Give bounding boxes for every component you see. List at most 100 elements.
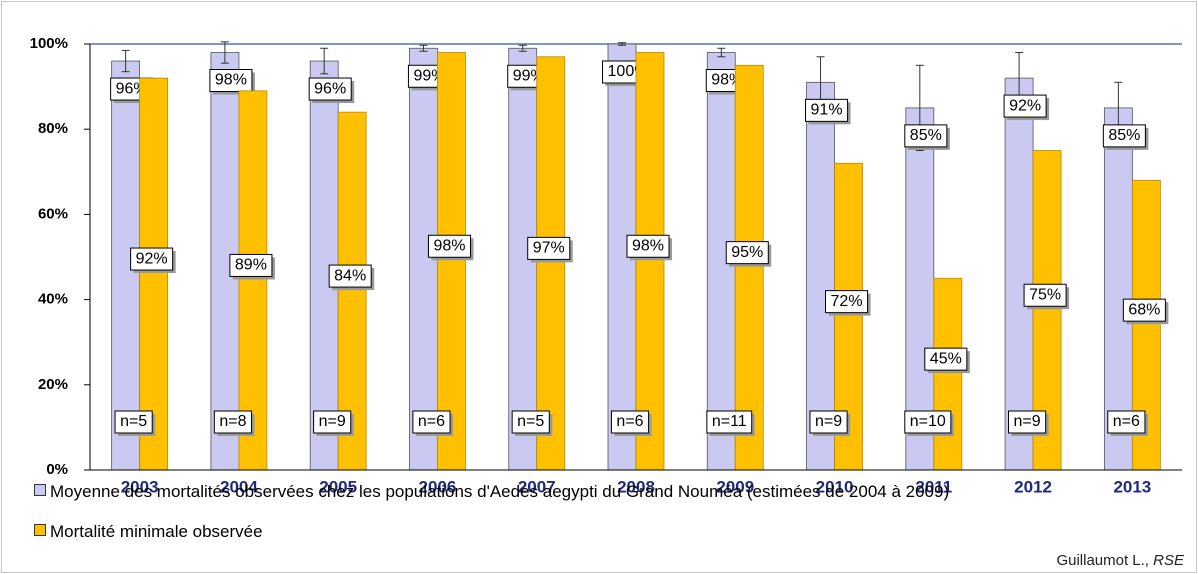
- value-label-box: [1102, 124, 1146, 148]
- value-label-box: [328, 264, 372, 288]
- legend-label: Moyenne des mortalités observées chez le…: [50, 482, 950, 501]
- sample-size-label-box: [511, 410, 550, 434]
- value-label-group: 45%: [924, 347, 970, 374]
- value-label: 98%: [433, 237, 465, 254]
- x-tick-label: 2012: [1014, 477, 1052, 496]
- legend-swatch: [34, 484, 46, 496]
- value-label-box: [1003, 94, 1047, 118]
- sample-size-label-box: [412, 410, 451, 434]
- value-label: 84%: [334, 267, 366, 284]
- value-label: 91%: [811, 102, 843, 119]
- sample-size-label-group: n=8: [213, 410, 255, 436]
- value-label-box: [308, 77, 352, 101]
- value-label: 89%: [235, 257, 267, 274]
- source-org: RSE: [1153, 552, 1184, 569]
- bar: [734, 64, 764, 471]
- y-tick-label: 20%: [38, 376, 68, 393]
- y-tick-label: 0%: [46, 461, 68, 478]
- x-tick-label: 2004: [220, 477, 258, 496]
- x-tick-label: 2003: [121, 477, 159, 496]
- sample-size-label-box: [904, 410, 952, 434]
- value-label-group: 92%: [1003, 94, 1050, 121]
- value-label-box: [130, 247, 174, 271]
- sample-size-label: n=11: [712, 413, 747, 430]
- sample-size-label-box: [213, 410, 252, 434]
- value-label: 98%: [632, 237, 664, 254]
- legend-swatch: [34, 524, 46, 536]
- x-tick-label: 2011: [915, 477, 952, 496]
- legend-label: Mortalité minimale observée: [50, 522, 263, 541]
- sample-size-label-box: [114, 410, 153, 434]
- value-label-group: 98%: [427, 234, 474, 261]
- value-label-group: 85%: [1102, 124, 1149, 150]
- y-tick-label: 100%: [30, 35, 68, 52]
- value-label: 85%: [910, 127, 942, 144]
- value-label: 85%: [1108, 127, 1140, 144]
- value-label-box: [229, 253, 273, 277]
- value-label-group: 97%: [527, 236, 573, 263]
- value-label-box: [427, 234, 471, 258]
- x-tick-label: 2008: [617, 477, 655, 496]
- sample-size-label-box: [1008, 410, 1047, 434]
- value-label-box: [1023, 283, 1067, 307]
- sample-size-label-group: n=5: [114, 410, 156, 436]
- x-tick-label: 2009: [716, 477, 754, 496]
- value-label-group: 91%: [805, 98, 851, 125]
- sample-size-label: n=6: [616, 413, 643, 430]
- bar: [1103, 107, 1133, 471]
- value-label-group: 95%: [725, 241, 772, 267]
- legend-item: Moyenne des mortalités observées chez le…: [34, 482, 1184, 501]
- sample-size-label-group: n=9: [1008, 410, 1049, 436]
- sample-size-label: n=5: [517, 413, 544, 430]
- bar: [1004, 77, 1034, 471]
- sample-size-label-group: n=5: [511, 410, 553, 436]
- value-label: 68%: [1128, 301, 1160, 318]
- value-label-box: [626, 234, 670, 258]
- x-tick-label: 2007: [518, 477, 556, 496]
- value-label: 92%: [1009, 97, 1041, 114]
- bar: [437, 52, 466, 471]
- value-label-group: 89%: [229, 253, 275, 280]
- sample-size-label-box: [706, 410, 753, 434]
- x-tick-label: 2005: [319, 477, 357, 496]
- value-label-box: [527, 236, 571, 260]
- value-label: 97%: [533, 240, 565, 257]
- sample-size-label-box: [809, 410, 848, 434]
- sample-size-label: n=9: [1014, 413, 1041, 430]
- source: Guillaumot L., RSE: [1056, 552, 1184, 569]
- sample-size-label-box: [313, 410, 352, 434]
- sample-size-label-group: n=6: [1107, 410, 1148, 436]
- sample-size-label-group: n=9: [809, 410, 851, 436]
- sample-size-label-group: n=9: [313, 410, 354, 436]
- value-label-box: [805, 98, 849, 122]
- y-tick-label: 40%: [38, 291, 68, 308]
- bar: [337, 111, 367, 471]
- sample-size-label: n=6: [418, 413, 445, 430]
- x-tick-label: 2013: [1113, 477, 1151, 496]
- legend-item: Mortalité minimale observée: [34, 522, 263, 541]
- value-label-group: 96%: [308, 77, 355, 104]
- sample-size-label-group: n=6: [412, 410, 454, 436]
- bar: [536, 56, 566, 471]
- value-label-group: 98%: [626, 234, 673, 261]
- y-tick-label: 80%: [38, 120, 68, 137]
- value-label: 45%: [930, 350, 962, 367]
- sample-size-label-group: n=10: [904, 410, 954, 436]
- x-tick-label: 2010: [816, 477, 854, 496]
- sample-size-label-box: [610, 410, 650, 434]
- value-label-group: 98%: [209, 69, 255, 95]
- sample-size-label: n=6: [1113, 413, 1140, 430]
- value-label: 95%: [731, 244, 763, 261]
- sample-size-label: n=9: [319, 413, 346, 430]
- value-label-box: [825, 290, 869, 314]
- value-label-box: [924, 347, 968, 371]
- value-label: 96%: [314, 80, 346, 97]
- value-label: 98%: [215, 72, 247, 89]
- bar: [905, 107, 935, 471]
- value-label-group: 68%: [1122, 298, 1169, 325]
- value-label-group: 92%: [130, 247, 176, 274]
- sample-size-label: n=5: [120, 413, 147, 430]
